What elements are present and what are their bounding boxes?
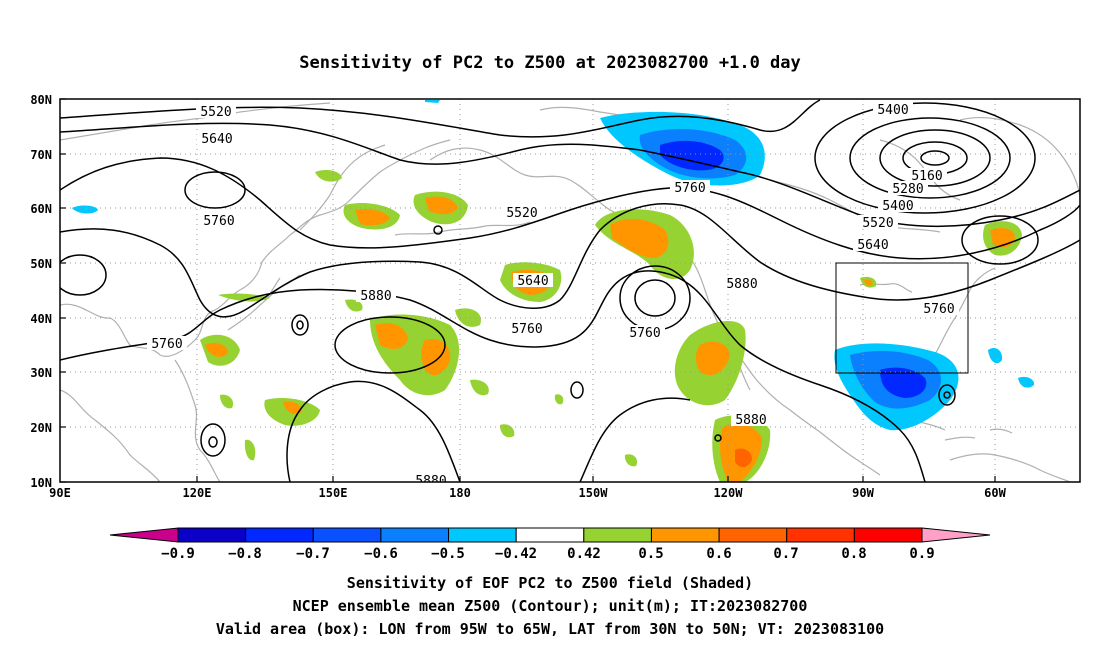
colorbar-swatch (650, 527, 720, 543)
svg-text:5760: 5760 (151, 337, 182, 352)
contour-label: 5520 (858, 215, 898, 231)
svg-text:5520: 5520 (862, 216, 893, 231)
colorbar: −0.9 −0.8 −0.7 −0.6 −0.5 −0.42 0.42 0.5 … (109, 527, 991, 562)
map-frame (59, 98, 1081, 483)
colorbar-label: 0.8 (841, 546, 866, 562)
svg-text:5880: 5880 (735, 413, 766, 428)
contour-label: 5880 (722, 276, 762, 292)
contour-label: 5400 (878, 198, 918, 214)
shaded-sensitivity-field (72, 100, 1035, 482)
lat-label: 40N (30, 312, 52, 326)
colorbar-labels: −0.9 −0.8 −0.7 −0.6 −0.5 −0.42 0.42 0.5 … (161, 546, 935, 562)
contour-label: 5640 (853, 237, 893, 253)
svg-text:5160: 5160 (911, 169, 942, 184)
figure-title: Sensitivity of PC2 to Z500 at 2023082700… (299, 53, 801, 73)
lat-label: 10N (30, 476, 52, 490)
colorbar-cells (177, 527, 923, 543)
lat-label: 20N (30, 421, 52, 435)
caption-line-3: Valid area (box): LON from 95W to 65W, L… (216, 620, 884, 638)
colorbar-label: 0.9 (909, 546, 934, 562)
colorbar-swatch (245, 527, 314, 543)
colorbar-label: 0.6 (706, 546, 731, 562)
caption-line-1: Sensitivity of EOF PC2 to Z500 field (Sh… (347, 574, 753, 592)
colorbar-swatch (312, 527, 382, 543)
svg-text:5400: 5400 (882, 199, 913, 214)
contour-label: 5880 (411, 473, 451, 489)
latitude-labels: 80N 70N 60N 50N 40N 30N 20N 10N (30, 93, 52, 490)
svg-text:5280: 5280 (892, 182, 923, 197)
map-panel: 5520 5640 5760 5520 5760 5400 5160 5280 … (30, 93, 1081, 500)
svg-text:5640: 5640 (517, 274, 548, 289)
colorbar-swatch (583, 527, 652, 543)
colorbar-low-triangle (109, 527, 179, 543)
lat-label: 80N (30, 93, 52, 107)
colorbar-swatch (853, 527, 923, 543)
colorbar-label: −0.6 (364, 546, 398, 562)
svg-text:5640: 5640 (201, 132, 232, 147)
contour-label: 5520 (502, 205, 542, 221)
colorbar-swatch (786, 527, 855, 543)
lon-label: 90E (49, 486, 71, 500)
contour-label: 5880 (356, 288, 396, 304)
contour-label: 5400 (873, 102, 913, 118)
svg-text:5880: 5880 (726, 277, 757, 292)
valid-area-box (835, 262, 969, 374)
svg-text:5880: 5880 (360, 289, 391, 304)
lat-label: 60N (30, 202, 52, 216)
svg-text:5760: 5760 (923, 302, 954, 317)
lon-label: 150W (579, 486, 609, 500)
colorbar-label: 0.5 (638, 546, 663, 562)
colorbar-swatch (448, 527, 517, 543)
caption: Sensitivity of EOF PC2 to Z500 field (Sh… (216, 574, 884, 638)
z500-contours (60, 99, 1080, 482)
contour-label: 5760 (507, 321, 547, 337)
contour-label: 5640 (197, 131, 237, 147)
lon-label: 60W (984, 486, 1006, 500)
svg-text:5760: 5760 (629, 326, 660, 341)
contour-label: 5160 (907, 168, 947, 184)
colorbar-label: −0.5 (431, 546, 465, 562)
colorbar-label: −0.42 (495, 546, 537, 562)
svg-text:5880: 5880 (415, 474, 446, 489)
contour-label: 5640 (513, 273, 553, 289)
colorbar-label: −0.8 (228, 546, 262, 562)
colorbar-high-triangle (921, 527, 991, 543)
svg-text:5760: 5760 (674, 181, 705, 196)
contour-labels: 5520 5640 5760 5520 5760 5400 5160 5280 … (147, 102, 959, 489)
svg-text:5400: 5400 (877, 103, 908, 118)
colorbar-label: 0.7 (773, 546, 798, 562)
contour-label: 5280 (888, 181, 928, 197)
svg-text:5760: 5760 (511, 322, 542, 337)
colorbar-swatch (515, 527, 585, 543)
contour-label: 5760 (625, 325, 665, 341)
svg-text:5520: 5520 (506, 206, 537, 221)
lat-label: 50N (30, 257, 52, 271)
lat-label: 70N (30, 148, 52, 162)
lon-label: 120E (183, 486, 212, 500)
longitude-labels: 90E 120E 150E 180 150W 120W 90W 60W (49, 486, 1006, 500)
contour-label: 5760 (919, 301, 959, 317)
axis-ticks (60, 98, 996, 483)
contour-label: 5880 (731, 412, 771, 428)
caption-line-2: NCEP ensemble mean Z500 (Contour); unit(… (293, 597, 808, 615)
colorbar-label: 0.42 (567, 546, 601, 562)
colorbar-label: −0.9 (161, 546, 195, 562)
lat-label: 30N (30, 366, 52, 380)
lon-label: 90W (852, 486, 874, 500)
colorbar-label: −0.7 (296, 546, 330, 562)
svg-text:5760: 5760 (203, 214, 234, 229)
contour-label: 5760 (670, 180, 710, 196)
colorbar-swatch (177, 527, 247, 543)
lon-label: 180 (449, 486, 471, 500)
lon-label: 150E (319, 486, 348, 500)
lon-label: 120W (714, 486, 744, 500)
contour-label: 5760 (147, 336, 187, 352)
svg-text:5520: 5520 (200, 105, 231, 120)
contour-label: 5520 (196, 104, 236, 120)
contour-label: 5760 (199, 213, 239, 229)
svg-text:5640: 5640 (857, 238, 888, 253)
colorbar-swatch (718, 527, 788, 543)
colorbar-swatch (380, 527, 450, 543)
